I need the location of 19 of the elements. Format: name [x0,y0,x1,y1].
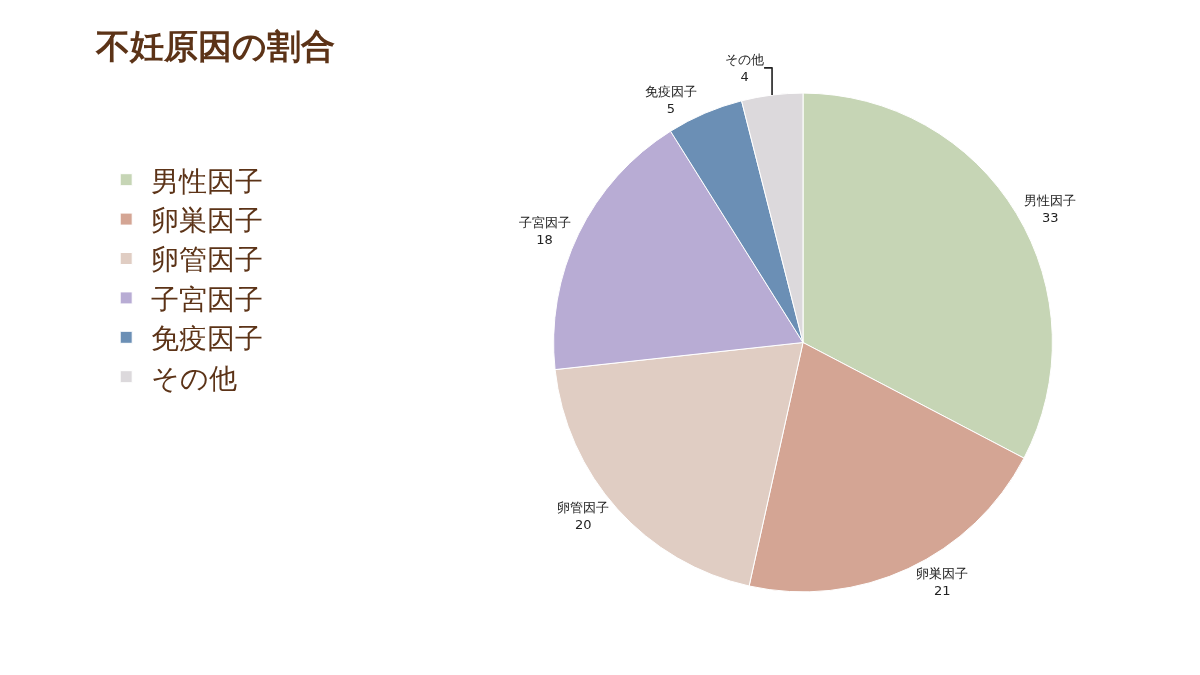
chart-title: 不妊原因の割合 [95,25,335,66]
legend-label: 子宮因子 [151,282,264,316]
data-label: 5 [666,100,676,116]
data-label: 18 [536,231,553,247]
data-label: 20 [575,517,592,533]
slice-label: その他 [725,51,765,67]
data-label: 4 [740,68,749,84]
slice-label: 卵巣因子 [916,565,969,581]
slice-label: 卵管因子 [557,500,610,516]
legend-label: 男性因子 [151,164,264,198]
data-label: 33 [1042,210,1059,226]
slice-label: 免疫因子 [644,83,697,99]
slice-label: 子宮因子 [518,214,571,230]
data-label: 21 [933,582,951,598]
legend-label: 卵管因子 [151,243,264,277]
legend-label: その他 [151,361,238,395]
legend-label: 卵巣因子 [151,204,264,238]
legend-label: 免疫因子 [151,322,264,356]
slice-label: 男性因子 [1024,193,1077,209]
